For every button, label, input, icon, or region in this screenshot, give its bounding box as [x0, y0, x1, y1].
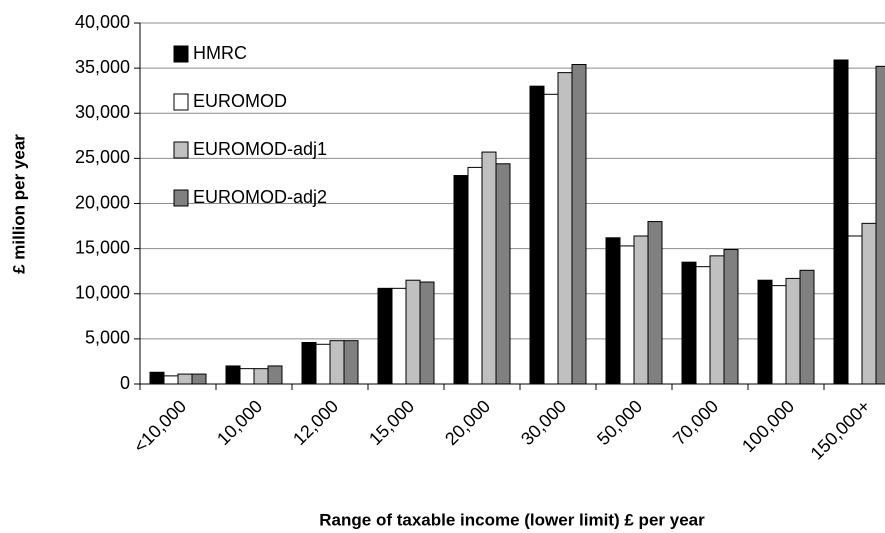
- bar: [557, 72, 573, 385]
- bar: [329, 340, 345, 385]
- bar: [861, 222, 877, 385]
- bar: [875, 65, 885, 385]
- y-tick-label: 25,000: [75, 147, 130, 167]
- bar: [149, 371, 165, 385]
- bar: [785, 277, 801, 385]
- bar: [481, 151, 497, 385]
- bar: [799, 269, 815, 385]
- y-tick-label: 20,000: [75, 192, 130, 212]
- y-tick-label: 40,000: [75, 12, 130, 32]
- bar: [419, 281, 435, 385]
- legend-swatch: [173, 93, 189, 111]
- bar: [391, 287, 407, 385]
- bar: [191, 373, 207, 385]
- bar: [633, 235, 649, 385]
- legend-swatch: [173, 45, 189, 63]
- legend-label: HMRC: [193, 43, 247, 63]
- bar: [605, 237, 621, 385]
- x-axis-label: Range of taxable income (lower limit) £ …: [319, 510, 705, 529]
- bar: [467, 166, 483, 385]
- bar: [771, 285, 787, 385]
- bar: [695, 266, 711, 385]
- bar: [253, 368, 269, 385]
- y-tick-label: 35,000: [75, 57, 130, 77]
- bar: [709, 255, 725, 385]
- bar: [343, 340, 359, 385]
- bar: [847, 235, 863, 385]
- bar: [163, 375, 179, 385]
- legend-swatch: [173, 141, 189, 159]
- y-tick-label: 15,000: [75, 237, 130, 257]
- bar: [723, 249, 739, 385]
- y-tick-label: 5,000: [85, 328, 130, 348]
- bar: [267, 365, 283, 385]
- bar: [239, 368, 255, 385]
- bar: [619, 245, 635, 385]
- legend-label: EUROMOD: [193, 91, 287, 111]
- bar: [405, 279, 421, 385]
- bar: [543, 93, 559, 385]
- y-tick-label: 30,000: [75, 102, 130, 122]
- legend-label: EUROMOD-adj2: [193, 187, 327, 207]
- bar: [315, 343, 331, 385]
- bar: [495, 163, 511, 385]
- y-tick-label: 10,000: [75, 283, 130, 303]
- legend-swatch: [173, 189, 189, 207]
- bar: [225, 365, 241, 385]
- bar: [571, 64, 587, 385]
- y-tick-label: 0: [120, 373, 130, 393]
- y-axis-label: £ million per year: [9, 134, 28, 274]
- bar: [301, 341, 317, 385]
- bar: [529, 85, 545, 385]
- bar: [757, 279, 773, 385]
- bar: [833, 59, 849, 385]
- bar: [647, 221, 663, 385]
- bar: [453, 175, 469, 385]
- bar: [177, 373, 193, 385]
- bar: [681, 261, 697, 385]
- bar: [377, 287, 393, 385]
- legend-label: EUROMOD-adj1: [193, 139, 327, 159]
